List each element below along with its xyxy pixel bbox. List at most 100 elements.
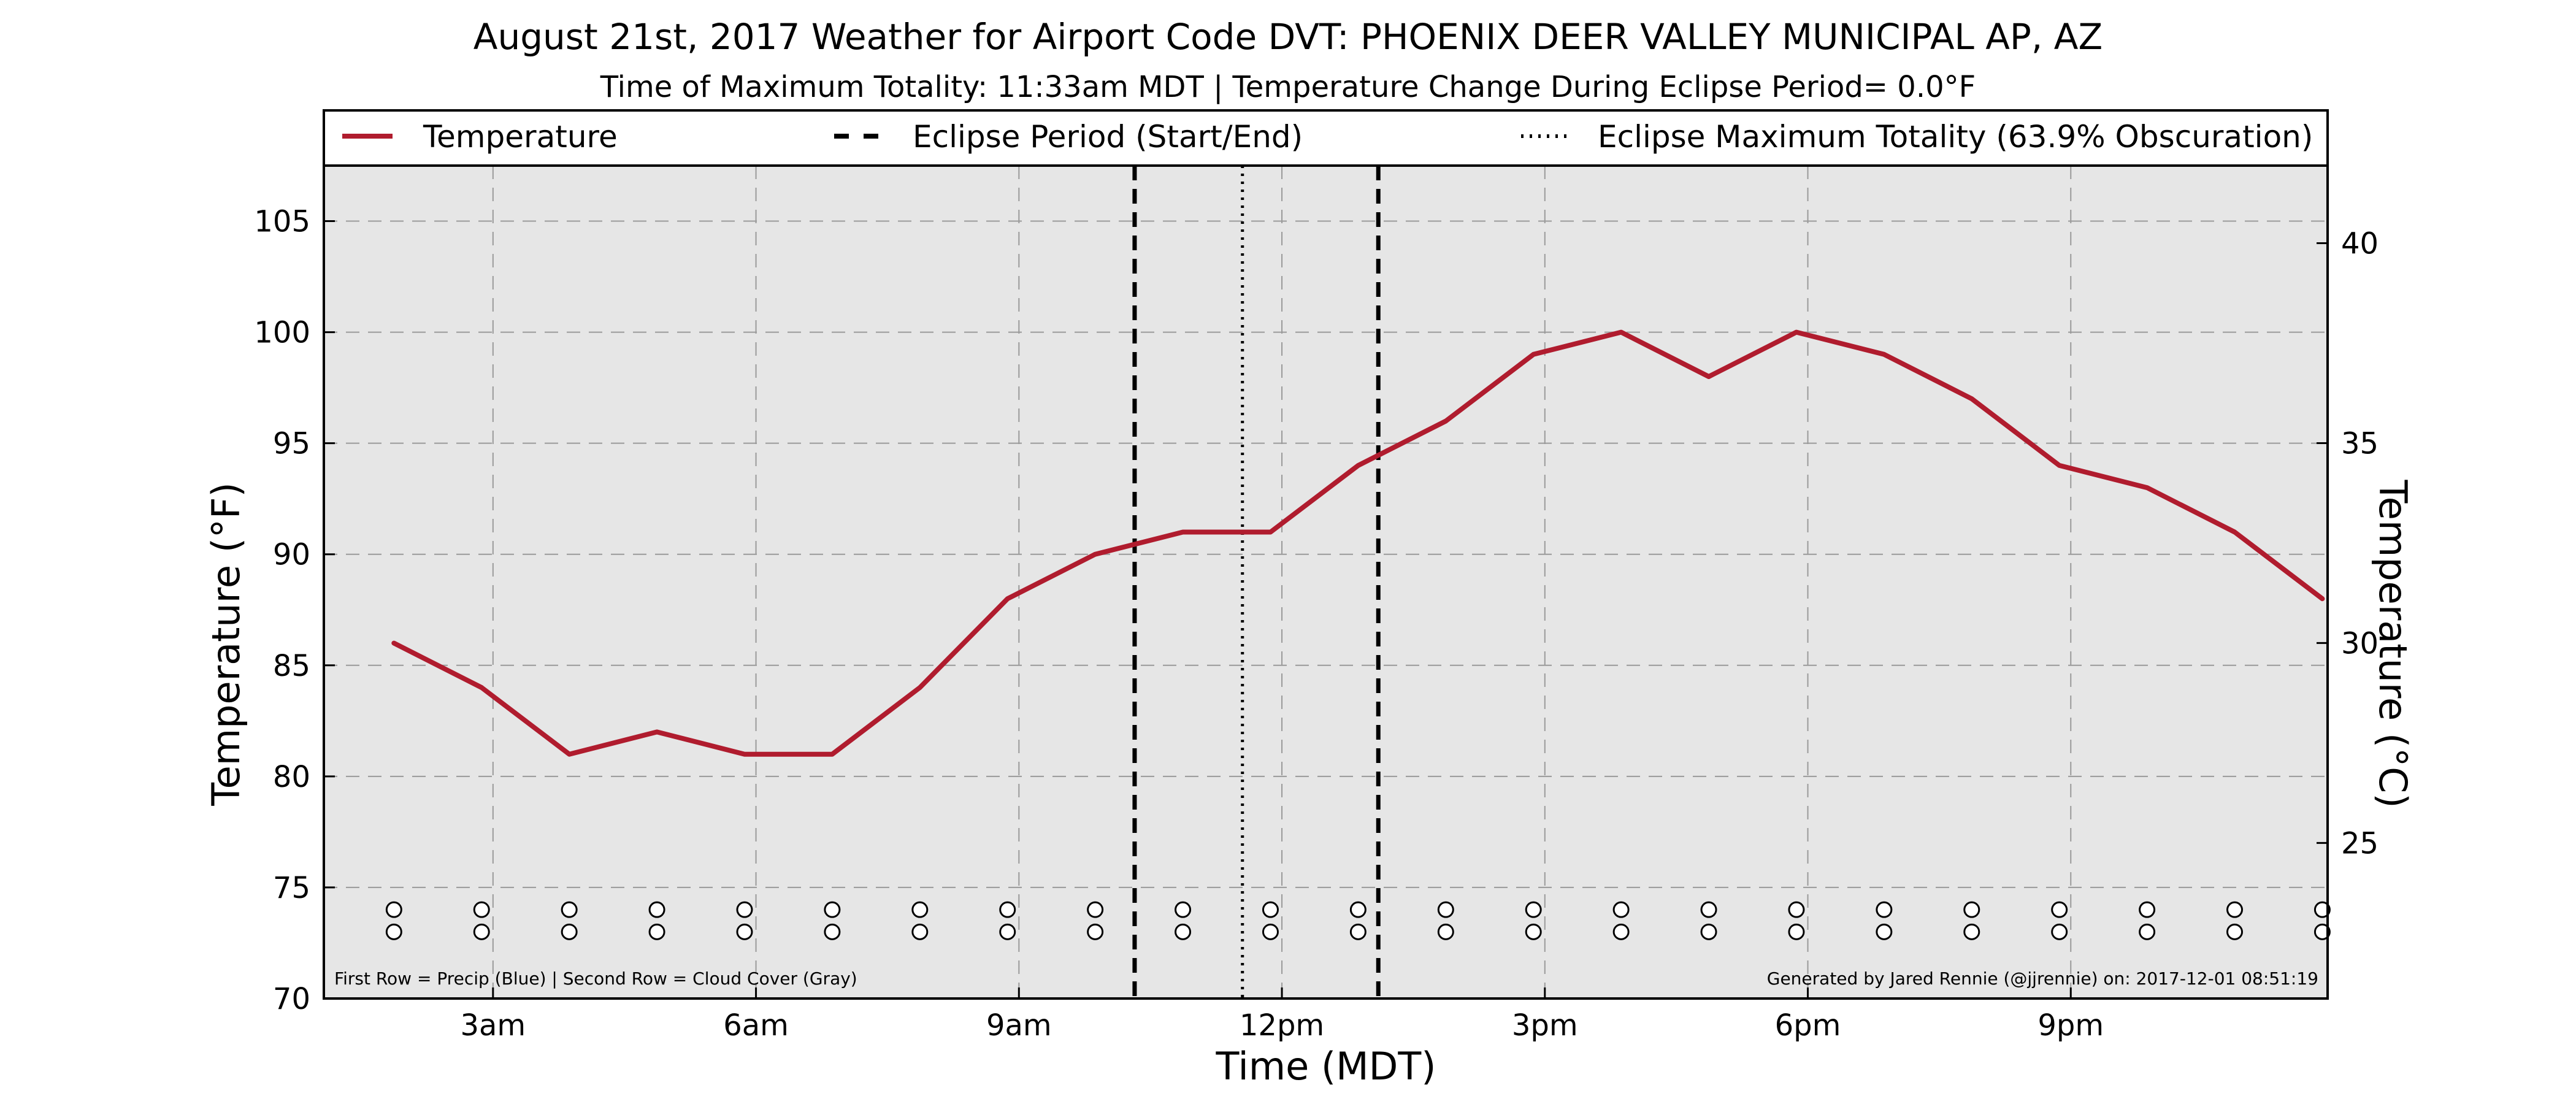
y-tick-label: 75 (273, 871, 310, 905)
temperature-point (1094, 553, 1096, 555)
cloud-cover-marker (561, 923, 578, 940)
temperature-point (919, 687, 921, 689)
plot-frame (323, 164, 2329, 1000)
precip-marker (2313, 901, 2331, 918)
precip-marker (2226, 901, 2244, 918)
cloud-cover-marker (1700, 923, 1717, 940)
temperature-point (1883, 353, 1885, 355)
cloud-cover-marker (999, 923, 1016, 940)
precip-marker (999, 901, 1016, 918)
plot-area (324, 166, 2328, 999)
cloud-cover-marker (1262, 923, 1279, 940)
precip-marker (385, 901, 402, 918)
temperature-point (2321, 598, 2323, 600)
precip-marker (1612, 901, 1630, 918)
x-tick-label: 3am (460, 1008, 526, 1043)
temperature-point (2058, 464, 2060, 466)
precip-marker (1963, 901, 1980, 918)
temperature-point (831, 753, 833, 755)
y-tick-label: 85 (273, 649, 310, 683)
cloud-cover-marker (1876, 923, 1893, 940)
cloud-cover-marker (1788, 923, 1805, 940)
precip-marker (2139, 901, 2156, 918)
precip-marker (1525, 901, 1542, 918)
cloud-cover-marker (1175, 923, 1192, 940)
temperature-point (1445, 420, 1447, 422)
temperature-point (1006, 598, 1008, 600)
precip-marker (1788, 901, 1805, 918)
cloud-cover-marker (2226, 923, 2244, 940)
precip-marker (911, 901, 929, 918)
precip-marker (1175, 901, 1192, 918)
y-axis-label-left: Temperature (°F) (204, 482, 248, 806)
y-right-tick-label: 35 (2341, 426, 2379, 461)
x-axis-label: Time (MDT) (1216, 1044, 1436, 1089)
x-tick-label: 6pm (1775, 1008, 1841, 1043)
temperature-point (656, 731, 658, 733)
x-tick-label: 3pm (1512, 1008, 1578, 1043)
precip-marker (648, 901, 665, 918)
y-tick-label: 100 (254, 316, 310, 350)
chart-subtitle: Time of Maximum Totality: 11:33am MDT | … (600, 70, 1976, 104)
temperature-point (1708, 376, 1710, 378)
temperature-point (2234, 531, 2236, 533)
cloud-cover-marker (2313, 923, 2331, 940)
y-axis-ticks-right: 25 30 35 40 (2317, 226, 2379, 861)
legend-temperature-label: Temperature (423, 119, 618, 155)
temperature-point (1971, 398, 1972, 400)
temperature-point (1795, 331, 1797, 333)
temperature-point (1270, 531, 1271, 533)
temperature-point (1620, 331, 1622, 333)
marker-rows (385, 901, 2331, 940)
x-tick-label: 9pm (2037, 1008, 2104, 1043)
cloud-cover-marker (1437, 923, 1454, 940)
cloud-cover-marker (648, 923, 665, 940)
x-tick-label: 12pm (1240, 1008, 1324, 1043)
y-tick-label: 105 (254, 205, 310, 239)
annotation-left: First Row = Precip (Blue) | Second Row =… (334, 968, 857, 989)
precip-marker (1876, 901, 1893, 918)
legend-eclipse-max-label: Eclipse Maximum Totality (63.9% Obscurat… (1598, 119, 2313, 155)
precip-marker (1437, 901, 1454, 918)
precip-marker (1087, 901, 1104, 918)
precip-marker (473, 901, 490, 918)
precip-marker (1700, 901, 1717, 918)
y-axis-ticks-left: 70 75 80 85 90 95 100 105 (254, 205, 335, 1016)
precip-marker (736, 901, 753, 918)
temperature-point (743, 753, 745, 755)
cloud-cover-marker (2139, 923, 2156, 940)
y-right-tick-label: 25 (2341, 826, 2379, 861)
temperature-point (569, 753, 570, 755)
cloud-cover-marker (473, 923, 490, 940)
y-right-tick-label: 40 (2341, 226, 2379, 261)
y-axis-label-right: Temperature (°C) (2371, 479, 2415, 808)
y-right-tick-label: 30 (2341, 626, 2379, 661)
legend-box (323, 109, 2329, 167)
chart-title: August 21st, 2017 Weather for Airport Co… (473, 16, 2103, 58)
temperature-point (393, 642, 395, 644)
cloud-cover-marker (2051, 923, 2068, 940)
y-tick-label: 90 (273, 538, 310, 572)
temperature-point (1533, 353, 1535, 355)
cloud-cover-marker (1612, 923, 1630, 940)
cloud-cover-marker (385, 923, 402, 940)
precip-marker (1262, 901, 1279, 918)
cloud-cover-marker (736, 923, 753, 940)
series-layer (391, 329, 2325, 757)
cloud-cover-marker (1525, 923, 1542, 940)
cloud-cover-marker (1087, 923, 1104, 940)
eclipse-lines (1132, 166, 1381, 999)
precip-marker (1349, 901, 1367, 918)
cloud-cover-marker (911, 923, 929, 940)
temperature-point (1357, 464, 1359, 466)
precip-marker (561, 901, 578, 918)
cloud-cover-marker (824, 923, 841, 940)
x-axis-ticks: 3am 6am 9am 12pm 3pm 6pm 9pm (460, 987, 2104, 1043)
y-tick-label: 95 (273, 427, 310, 461)
y-tick-label: 80 (273, 760, 310, 794)
grid-lines (324, 166, 2328, 999)
temperature-point (2146, 487, 2148, 489)
y-tick-label: 70 (273, 982, 310, 1016)
cloud-cover-marker (1963, 923, 1980, 940)
precip-marker (824, 901, 841, 918)
